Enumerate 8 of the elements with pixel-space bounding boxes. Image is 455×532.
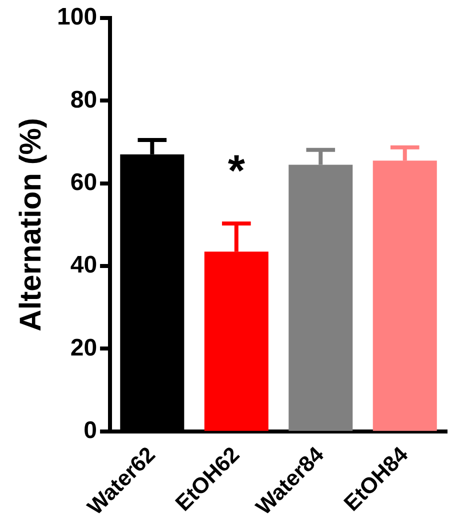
annotation: * xyxy=(228,146,246,196)
y-tick-label: 60 xyxy=(70,168,98,196)
y-axis-title: Alternation (%) xyxy=(14,118,48,332)
y-tick-label: 100 xyxy=(56,4,98,31)
y-tick-label: 40 xyxy=(70,252,98,279)
y-tick-label: 20 xyxy=(70,334,98,362)
y-tick-label: 80 xyxy=(70,86,98,114)
y-tick-label: 0 xyxy=(84,417,98,444)
